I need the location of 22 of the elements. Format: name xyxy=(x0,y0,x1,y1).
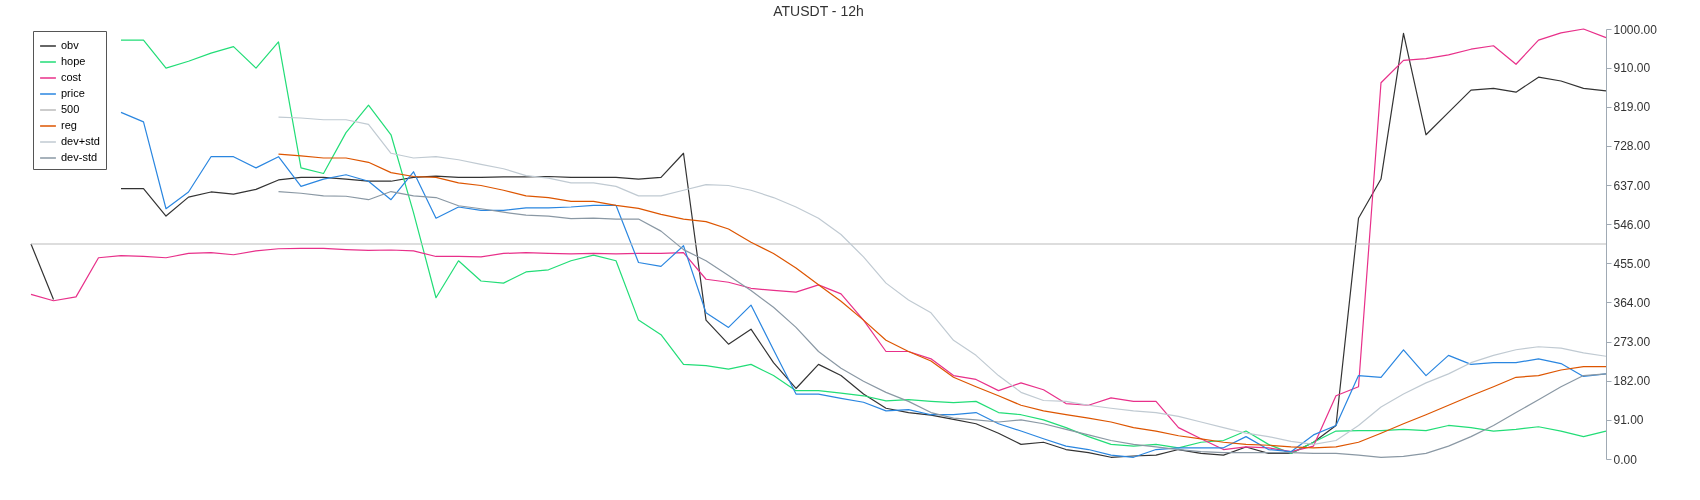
legend-label: obv xyxy=(61,39,80,51)
legend-label: dev-std xyxy=(61,151,98,163)
y-tick-label: 91.00 xyxy=(1613,413,1644,428)
legend-label: cost xyxy=(61,71,82,83)
line-series xyxy=(277,190,1607,458)
y-tick-label: 546.00 xyxy=(1613,217,1651,232)
y-tick-label: 273.00 xyxy=(1613,335,1651,350)
y-tick-label: 819.00 xyxy=(1613,100,1651,115)
y-tick-label: 728.00 xyxy=(1613,139,1651,154)
legend-label: 500 xyxy=(61,103,80,115)
y-tick-label: 455.00 xyxy=(1613,256,1651,271)
legend-label: hope xyxy=(61,55,86,67)
legend-label: dev+std xyxy=(61,135,100,147)
legend-label: price xyxy=(61,87,85,99)
y-tick-label: 1000.00 xyxy=(1613,22,1658,37)
y-tick-label: 910.00 xyxy=(1613,61,1651,76)
y-tick-label: 364.00 xyxy=(1613,295,1651,310)
y-tick-label: 637.00 xyxy=(1613,178,1651,193)
chart-title: ATUSDT - 12h xyxy=(773,3,864,19)
y-tick-label: 182.00 xyxy=(1613,374,1651,389)
y-tick-label: 0.00 xyxy=(1613,452,1638,467)
legend-label: reg xyxy=(61,119,77,131)
